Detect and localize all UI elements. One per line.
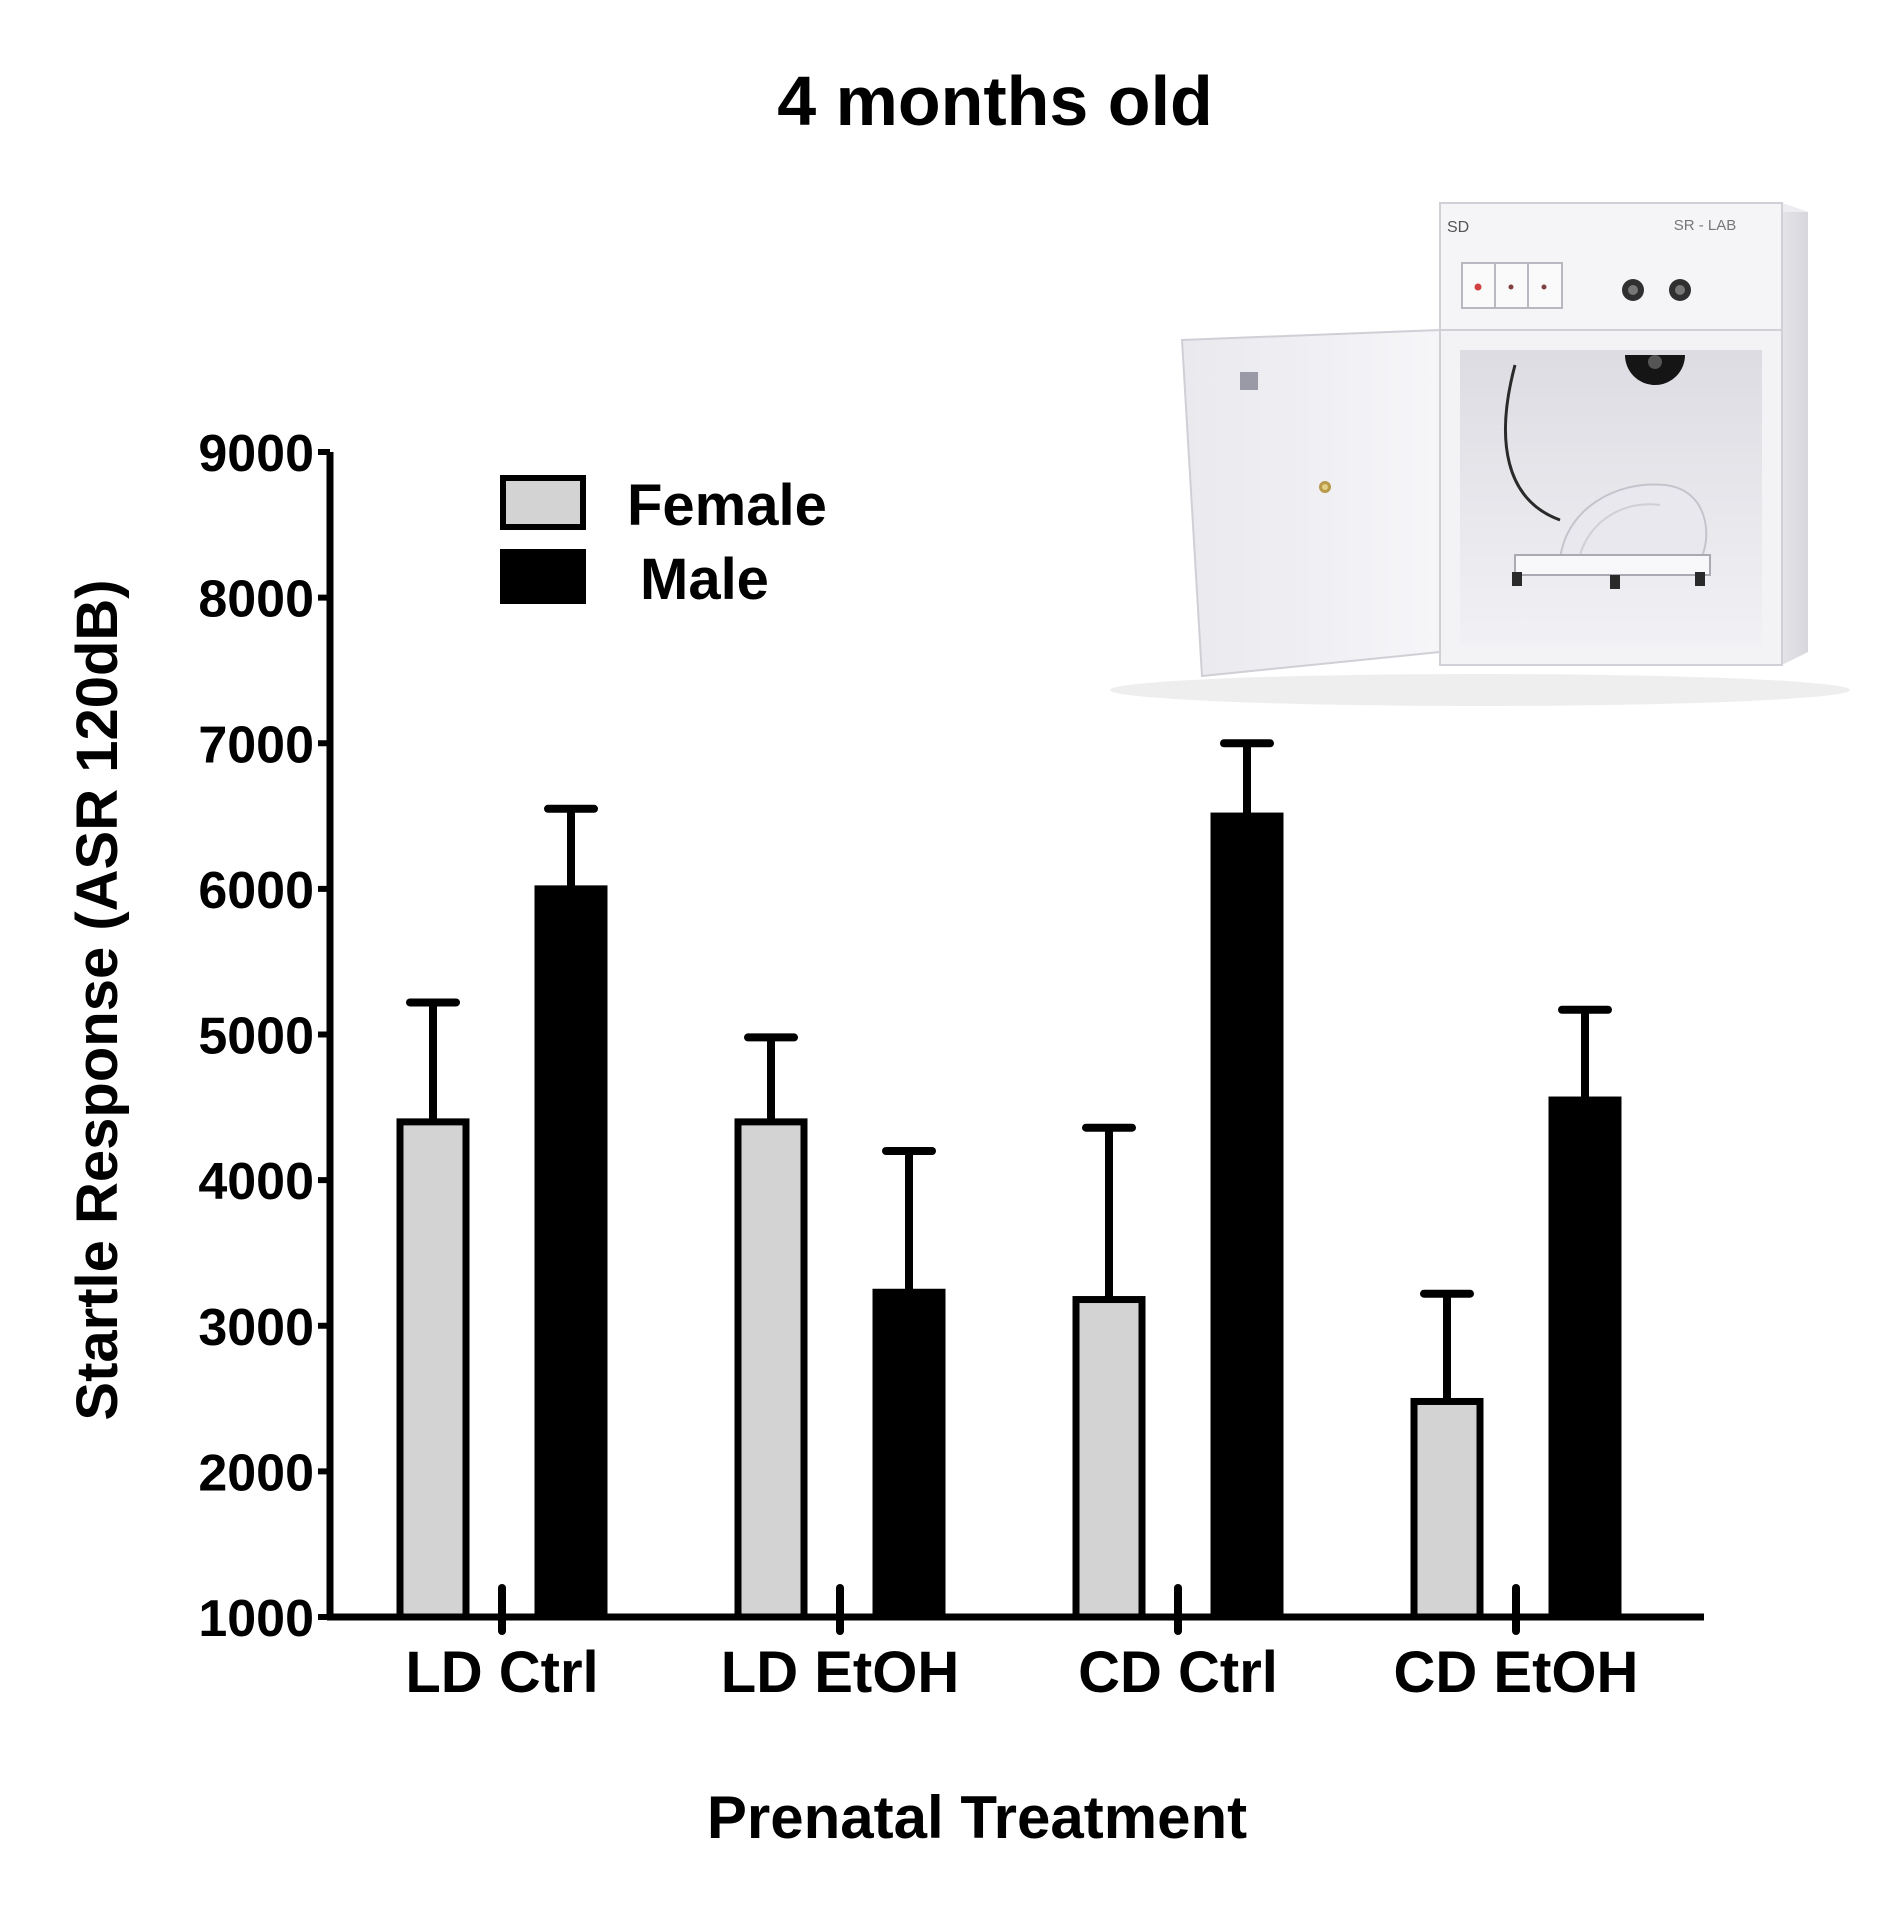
x-tick-label: CD Ctrl <box>1078 1640 1278 1705</box>
startle-chamber-image: SD SR - LAB <box>1110 202 1850 706</box>
x-tick-label: LD Ctrl <box>405 1640 598 1705</box>
x-tick-label: LD EtOH <box>721 1640 959 1705</box>
bar-male <box>872 1288 946 1621</box>
legend-label-female: Female <box>627 473 827 538</box>
y-tick-label: 9000 <box>198 425 314 483</box>
y-ticks: 1000 2000 3000 4000 5000 6000 7000 8000 9000 <box>198 425 330 1648</box>
y-tick-label: 2000 <box>198 1444 314 1502</box>
bar-male <box>1210 812 1284 1621</box>
y-tick-label: 3000 <box>198 1299 314 1357</box>
y-tick-label: 5000 <box>198 1008 314 1066</box>
chart-title: 4 months old <box>777 62 1213 140</box>
bar-male <box>1548 1096 1622 1621</box>
x-tick-label: CD EtOH <box>1394 1640 1639 1705</box>
y-tick-label: 6000 <box>198 862 314 920</box>
axes: 1000 2000 3000 4000 5000 6000 7000 8000 9000 LD … <box>198 425 1704 1705</box>
x-ticks: LD Ctrl LD EtOH CD Ctrl CD EtOH <box>405 1584 1639 1705</box>
y-tick-label: 7000 <box>198 716 314 774</box>
legend-label-male: Male <box>640 547 769 612</box>
y-tick-label: 8000 <box>198 571 314 629</box>
bar-male <box>534 885 608 1621</box>
x-axis-label: Prenatal Treatment <box>707 1784 1247 1851</box>
y-tick-label: 4000 <box>198 1153 314 1211</box>
device-panel-label: SR - LAB <box>1674 217 1737 234</box>
bar-female <box>734 1118 808 1621</box>
bar-female <box>1072 1296 1146 1621</box>
bars <box>396 739 1622 1621</box>
bar-female <box>1410 1397 1484 1621</box>
y-axis-label: Startle Response (ASR 120dB) <box>65 579 130 1420</box>
legend-swatch-male <box>500 549 586 604</box>
legend: Female Male <box>500 473 827 612</box>
bar-female <box>396 1118 470 1621</box>
legend-swatch-female <box>500 475 586 530</box>
y-tick-label: 1000 <box>198 1590 314 1648</box>
device-logo: SD <box>1447 219 1469 236</box>
